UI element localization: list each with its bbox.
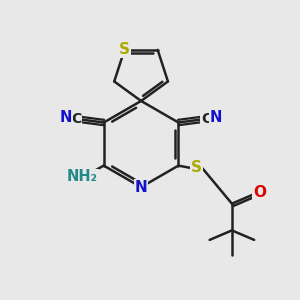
Text: NH₂: NH₂	[67, 169, 98, 184]
Text: C: C	[201, 112, 211, 126]
Text: S: S	[191, 160, 202, 175]
Text: N: N	[60, 110, 72, 125]
Text: N: N	[210, 110, 222, 125]
Text: N: N	[135, 180, 148, 195]
Text: O: O	[253, 185, 266, 200]
Text: C: C	[71, 112, 81, 126]
Text: S: S	[119, 42, 130, 57]
